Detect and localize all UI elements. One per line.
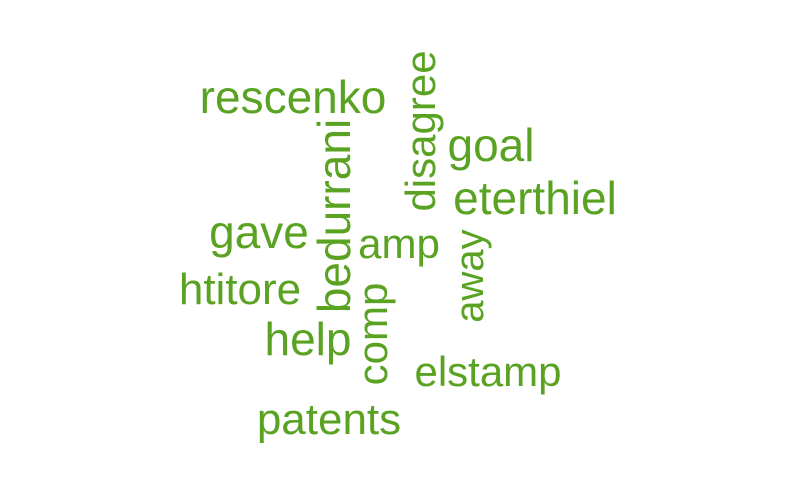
word-amp: amp [358, 220, 440, 267]
word-disagree: disagree [397, 50, 444, 212]
word-goal: goal [447, 119, 535, 171]
word-htitore: htitore [178, 265, 302, 314]
word-elstamp: elstamp [414, 348, 562, 395]
word-away: away [448, 229, 492, 323]
word-gave: gave [209, 206, 309, 258]
word-patents: patents [256, 395, 402, 444]
word-eterthiel: eterthiel [453, 172, 617, 224]
word-help: help [264, 313, 352, 365]
word-comp: comp [349, 282, 396, 386]
word-rescenko: rescenko [199, 71, 387, 123]
